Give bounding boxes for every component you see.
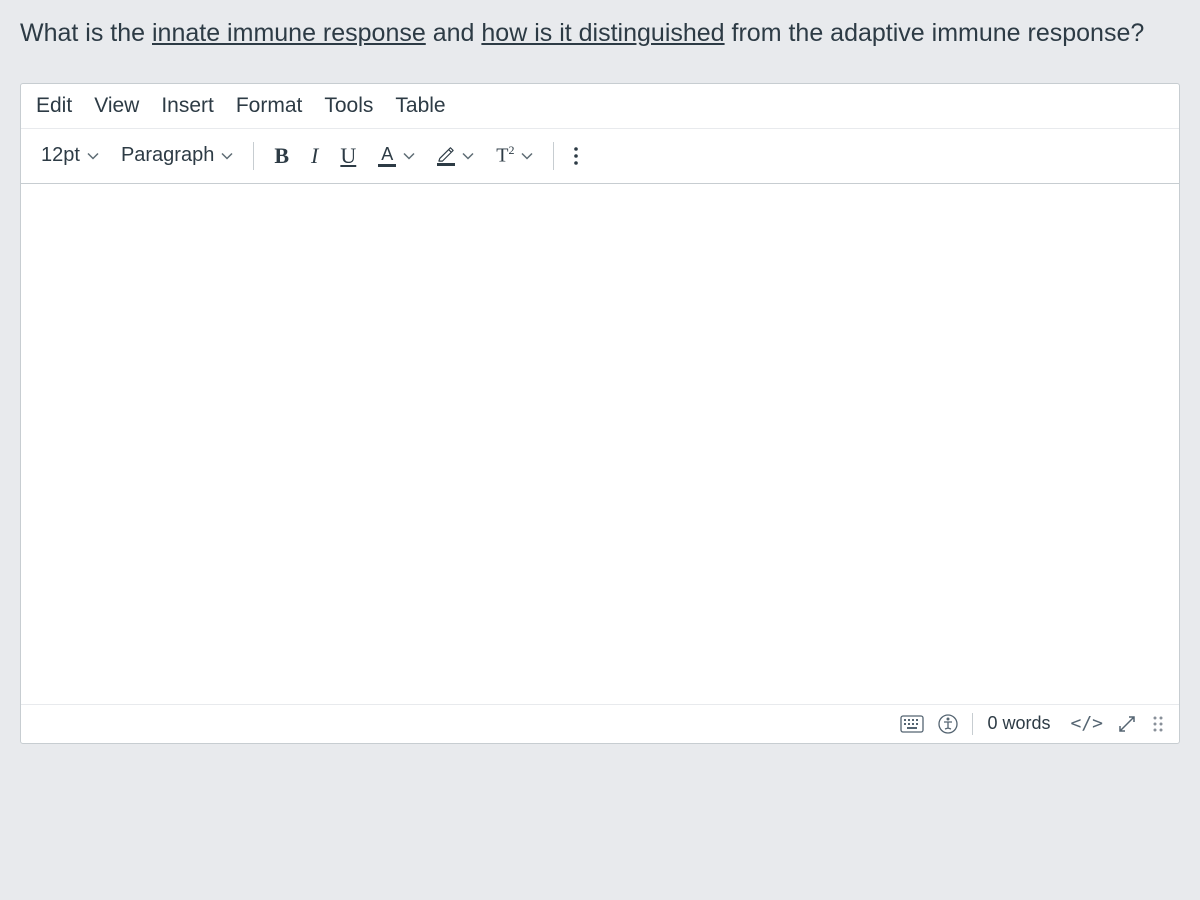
menu-insert[interactable]: Insert — [161, 94, 214, 118]
question-prompt: What is the innate immune response and h… — [20, 15, 1180, 53]
accessibility-info-button[interactable] — [938, 714, 958, 734]
editor-menu-bar: Edit View Insert Format Tools Table — [21, 84, 1179, 129]
question-link-1: innate immune response — [152, 19, 426, 47]
chevron-down-icon — [462, 149, 474, 163]
html-view-button[interactable]: </> — [1070, 713, 1103, 734]
font-size-label: 12pt — [41, 144, 80, 167]
highlight-icon — [437, 146, 455, 166]
toolbar-divider — [553, 142, 554, 170]
paragraph-style-dropdown[interactable]: Paragraph — [113, 138, 241, 173]
more-options-button[interactable] — [566, 141, 586, 171]
fullscreen-button[interactable] — [1117, 714, 1137, 734]
font-size-dropdown[interactable]: 12pt — [33, 138, 107, 173]
menu-format[interactable]: Format — [236, 94, 303, 118]
editor-footer: 0 words </> — [21, 704, 1179, 743]
chevron-down-icon — [87, 149, 99, 163]
question-link-2: how is it distinguished — [481, 19, 724, 47]
editor-toolbar: 12pt Paragraph B I U A — [21, 129, 1179, 184]
drag-dots-icon — [1151, 714, 1165, 734]
question-text-1: What is the — [20, 19, 152, 47]
footer-divider — [972, 713, 973, 735]
chevron-down-icon — [521, 149, 533, 163]
question-text-2: and — [426, 19, 482, 47]
toolbar-divider — [253, 142, 254, 170]
italic-button[interactable]: I — [303, 137, 326, 175]
text-color-icon: A — [378, 145, 396, 167]
chevron-down-icon — [221, 149, 233, 163]
resize-handle[interactable] — [1151, 714, 1165, 734]
menu-table[interactable]: Table — [395, 94, 445, 118]
underline-button[interactable]: U — [332, 137, 364, 175]
highlight-color-dropdown[interactable] — [429, 140, 482, 172]
superscript-icon: T2 — [496, 143, 514, 168]
menu-view[interactable]: View — [94, 94, 139, 118]
vertical-dots-icon — [574, 147, 578, 165]
text-color-dropdown[interactable]: A — [370, 139, 423, 173]
paragraph-label: Paragraph — [121, 144, 214, 167]
superscript-dropdown[interactable]: T2 — [488, 137, 541, 174]
menu-tools[interactable]: Tools — [324, 94, 373, 118]
expand-icon — [1117, 714, 1137, 734]
word-count: 0 words — [987, 713, 1050, 734]
keyboard-icon — [900, 715, 924, 733]
bold-button[interactable]: B — [266, 137, 297, 175]
chevron-down-icon — [403, 149, 415, 163]
keyboard-shortcuts-button[interactable] — [900, 715, 924, 733]
rich-text-editor: Edit View Insert Format Tools Table 12pt… — [20, 83, 1180, 744]
info-icon — [938, 714, 958, 734]
menu-edit[interactable]: Edit — [36, 94, 72, 118]
editor-textarea[interactable] — [21, 184, 1179, 704]
question-text-3: from the adaptive immune response? — [725, 19, 1145, 47]
